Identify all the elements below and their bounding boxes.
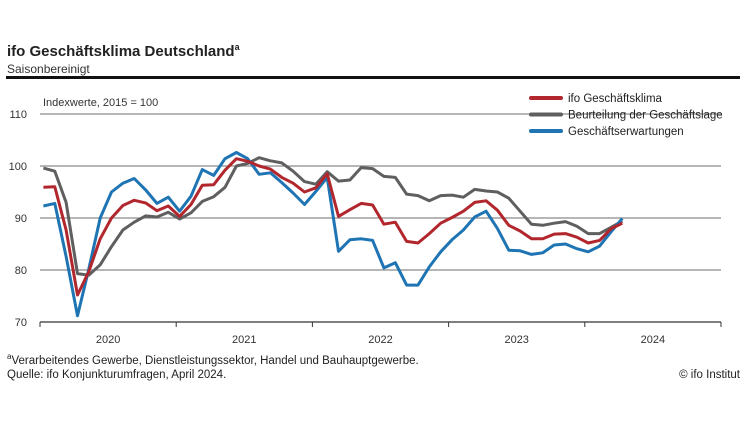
- footnote-marker: a: [7, 352, 12, 361]
- y-tick-label: 80: [15, 265, 27, 277]
- series-line-0: [43, 157, 623, 297]
- x-tick-label: 2022: [368, 334, 392, 346]
- x-tick-label: 2023: [504, 334, 528, 346]
- footnote-text: Verarbeitendes Gewerbe, Dienstleistungss…: [11, 354, 419, 367]
- legend-label: Beurteilung der Geschäftslage: [568, 110, 723, 122]
- chart-subtitle: Saisonbereinigt: [7, 62, 90, 76]
- title-rule: [6, 76, 740, 79]
- legend-label: ifo Geschäftsklima: [568, 93, 663, 105]
- series-line-2: [43, 151, 624, 318]
- title-text: ifo Geschäftsklima Deutschland: [7, 43, 235, 60]
- title-footnote-marker: a: [234, 42, 240, 52]
- series-line-1: [43, 156, 624, 277]
- source-note: Quelle: ifo Konjunkturumfragen, April 20…: [7, 369, 227, 381]
- y-axis-label: Indexwerte, 2015 = 100: [43, 97, 158, 109]
- chart-title: ifo Geschäftsklima Deutschlanda: [7, 42, 240, 60]
- y-tick-label: 100: [9, 161, 27, 173]
- x-tick-label: 2024: [641, 334, 665, 346]
- y-tick-label: 70: [15, 317, 27, 329]
- y-tick-label: 110: [9, 109, 27, 121]
- copyright: © ifo Institut: [679, 369, 740, 381]
- y-tick-label: 90: [15, 213, 27, 225]
- footnote: aVerarbeitendes Gewerbe, Dienstleistungs…: [7, 352, 419, 367]
- x-tick-label: 2020: [96, 334, 120, 346]
- legend-label: Geschäftserwartungen: [568, 126, 684, 138]
- x-tick-label: 2021: [232, 334, 256, 346]
